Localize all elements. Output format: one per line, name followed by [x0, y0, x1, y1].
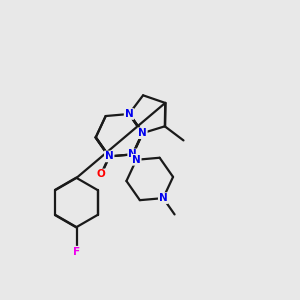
Text: N: N [105, 152, 114, 161]
Text: N: N [138, 128, 147, 138]
Text: N: N [128, 149, 137, 159]
Text: N: N [159, 193, 167, 203]
Text: O: O [96, 169, 105, 179]
Text: N: N [124, 109, 134, 119]
Text: N: N [132, 155, 141, 165]
Text: F: F [73, 247, 80, 257]
